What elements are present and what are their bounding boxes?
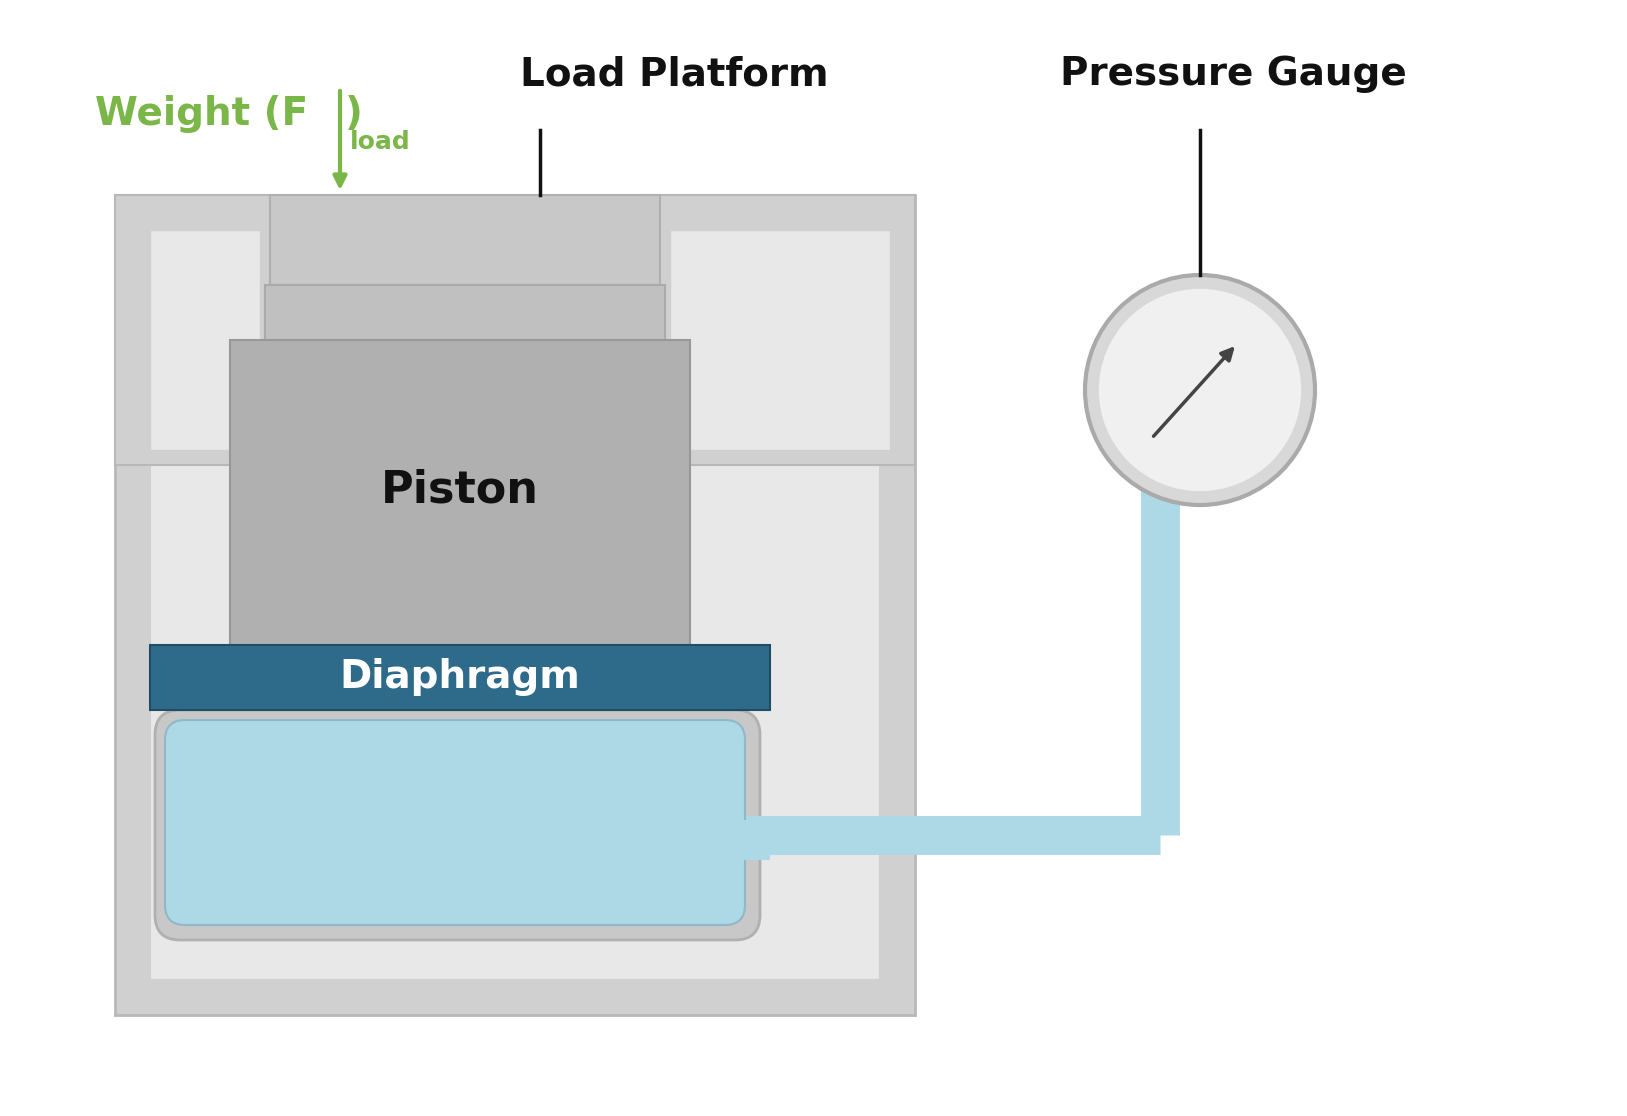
- Text: Weight (F: Weight (F: [94, 95, 308, 133]
- Ellipse shape: [1098, 289, 1302, 491]
- Text: Piston: Piston: [381, 469, 539, 511]
- Text: Pressure Gauge: Pressure Gauge: [1061, 55, 1407, 93]
- Text: Diaphragm: Diaphragm: [340, 658, 581, 696]
- Bar: [150, 645, 770, 710]
- Bar: [265, 285, 665, 340]
- Bar: [644, 195, 914, 465]
- FancyBboxPatch shape: [164, 720, 745, 925]
- Ellipse shape: [1085, 275, 1315, 506]
- Bar: [229, 340, 690, 650]
- Bar: [116, 195, 914, 1014]
- Bar: [270, 195, 661, 285]
- Text: Load Platform: Load Platform: [521, 55, 828, 93]
- Bar: [670, 230, 890, 450]
- Bar: [116, 195, 270, 465]
- Bar: [150, 230, 260, 450]
- FancyBboxPatch shape: [155, 710, 760, 940]
- Text: ): ): [345, 95, 363, 133]
- Bar: [690, 820, 770, 860]
- Text: load: load: [350, 129, 410, 154]
- Bar: [150, 230, 880, 980]
